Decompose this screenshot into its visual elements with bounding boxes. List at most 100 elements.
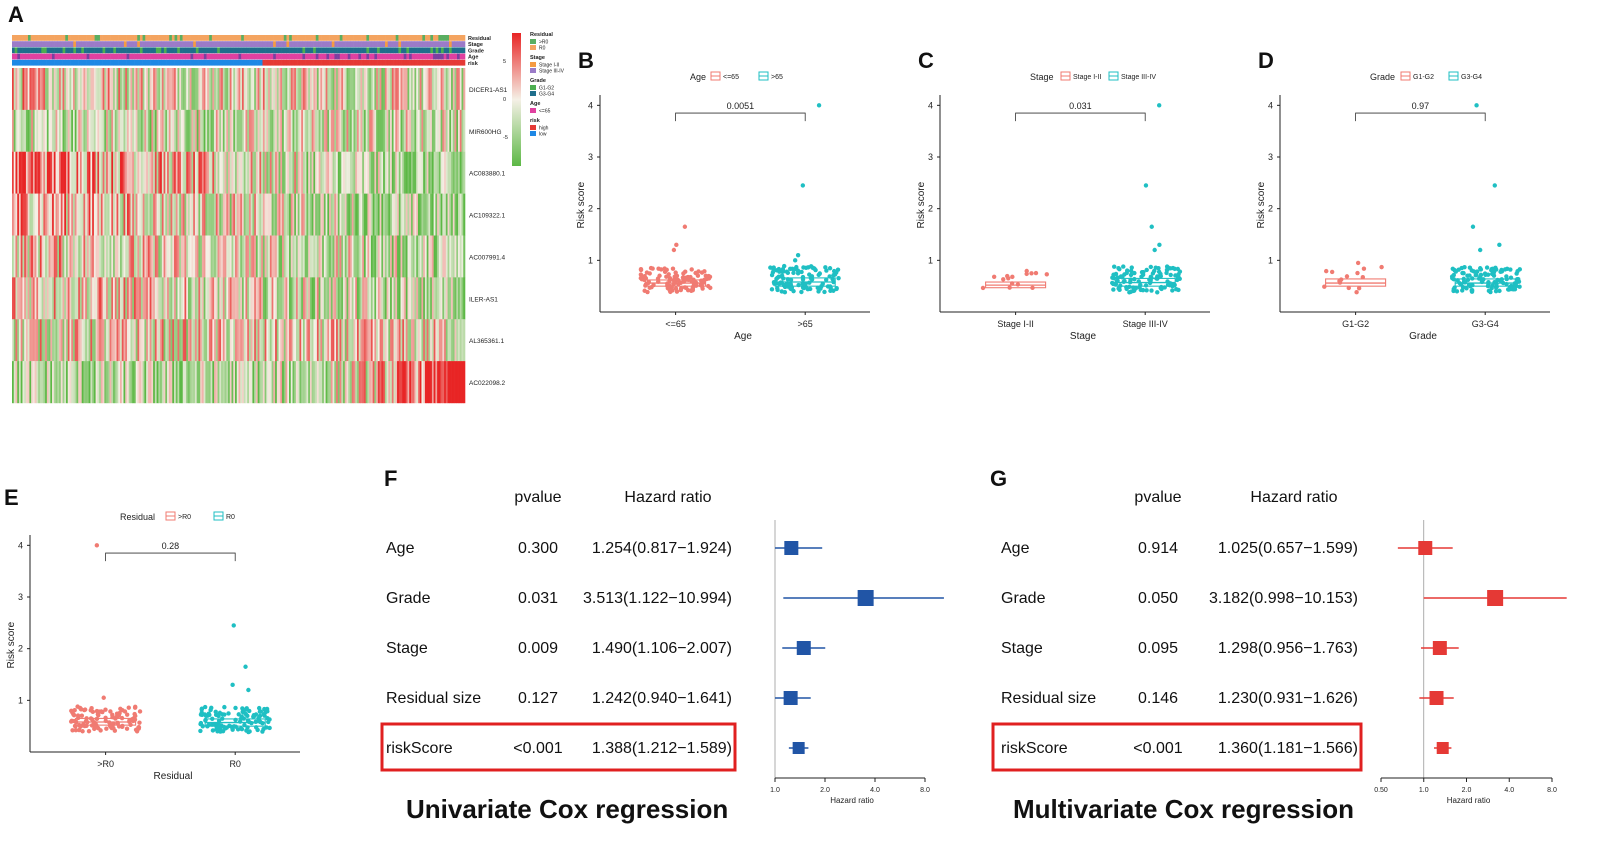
annotation-cell	[265, 53, 269, 60]
heatmap-cell	[452, 193, 455, 236]
heatmap-cell	[266, 277, 269, 320]
data-point	[246, 729, 251, 735]
annotation-cell	[38, 59, 42, 66]
annotation-cell	[273, 53, 277, 60]
legend-swatch	[530, 131, 536, 136]
heatmap-cell	[463, 277, 466, 320]
heatmap-cell	[278, 193, 281, 236]
x-tick-label: 8.0	[920, 787, 930, 794]
heatmap-cell	[327, 68, 330, 111]
data-point	[70, 728, 75, 733]
heatmap-cell	[316, 193, 319, 236]
annotation-cell	[65, 47, 69, 54]
annotation-cell	[321, 59, 325, 66]
annotation-cell	[443, 35, 447, 41]
annotation-cell	[126, 35, 130, 41]
heatmap-cell	[384, 361, 387, 404]
heatmap-cell	[325, 361, 328, 404]
heatmap-cell	[149, 68, 152, 111]
heatmap-cell	[181, 277, 184, 320]
heatmap-cell	[50, 319, 53, 362]
heatmap-cell	[104, 193, 107, 236]
heatmap-cell	[78, 319, 81, 362]
annotation-cell	[401, 35, 405, 41]
heatmap-cell	[407, 277, 410, 320]
heatmap-cell	[86, 68, 89, 111]
heatmap-cell	[99, 68, 102, 111]
data-point	[226, 711, 231, 716]
heatmap-cell	[376, 151, 379, 194]
annotation-cell	[126, 41, 130, 47]
annotation-cell	[342, 35, 346, 41]
annotation-cell	[46, 59, 50, 66]
heatmap-cell	[53, 193, 56, 236]
heatmap-cell	[431, 361, 434, 404]
heatmap-cell	[410, 193, 414, 236]
heatmap-cell	[130, 319, 133, 362]
heatmap-cell	[95, 319, 98, 362]
heatmap-cell	[172, 361, 175, 404]
heatmap-cell	[360, 361, 363, 404]
annotation-cell	[14, 53, 18, 60]
heatmap-cell	[224, 68, 227, 111]
heatmap-cell	[165, 361, 168, 404]
box-group	[980, 268, 1049, 291]
heatmap-cell	[430, 68, 433, 111]
heatmap-cell	[301, 235, 304, 278]
heatmap-cell	[93, 277, 96, 320]
annotation-cell	[334, 59, 338, 66]
annotation-cell	[379, 47, 383, 54]
annotation-cell	[321, 47, 325, 54]
x-tick-label: 0.50	[1374, 787, 1388, 794]
annotation-cell	[409, 35, 413, 41]
heatmap-cell	[99, 151, 102, 194]
heatmap-cell	[419, 277, 422, 320]
heatmap-cell	[259, 277, 262, 320]
heatmap-cell	[46, 193, 49, 236]
annotation-cell	[187, 59, 191, 66]
heatmap-cell	[276, 235, 279, 278]
heatmap-cell	[12, 68, 15, 111]
annotation-cell	[377, 41, 381, 47]
heatmap-cell	[174, 109, 177, 152]
annotation-cell	[142, 59, 146, 66]
annotation-cell	[19, 35, 23, 41]
annotation-cell	[417, 47, 420, 54]
data-point	[1138, 287, 1144, 293]
heatmap-cell	[295, 235, 299, 278]
annotation-cell	[97, 41, 101, 47]
annotation-cell	[12, 47, 15, 54]
heatmap-cell	[207, 235, 210, 278]
heatmap-cell	[282, 109, 285, 152]
outlier-point	[795, 252, 801, 258]
heatmap-cell	[395, 193, 398, 236]
heatmap-cell	[99, 193, 102, 236]
heatmap-cell	[428, 109, 431, 152]
heatmap-cell	[280, 109, 283, 152]
heatmap-cell	[363, 151, 366, 194]
heatmap-row	[12, 109, 466, 152]
heatmap-cell	[167, 193, 170, 236]
annotation-cell	[249, 35, 253, 41]
heatmap-row	[12, 68, 466, 111]
heatmap-cell	[372, 109, 375, 152]
annotation-cell	[43, 59, 47, 66]
regression-caption: Univariate Cox regression	[406, 794, 728, 824]
heatmap-cell	[57, 109, 60, 152]
annotation-cell	[425, 35, 428, 41]
data-point	[1454, 289, 1460, 294]
heatmap-cell	[302, 277, 306, 320]
heatmap-cell	[140, 193, 143, 236]
annotation-cell	[427, 47, 431, 54]
heatmap-cell	[226, 319, 229, 362]
heatmap-cell	[111, 109, 114, 152]
data-point	[202, 704, 208, 710]
heatmap-cell	[31, 235, 34, 278]
data-point	[1508, 267, 1513, 272]
heatmap-cell	[52, 319, 55, 362]
heatmap-cell	[379, 319, 382, 362]
heatmap-cell	[336, 277, 339, 320]
heatmap-cell	[32, 361, 35, 404]
annotation-cell	[179, 47, 183, 54]
heatmap-cell	[55, 319, 58, 362]
